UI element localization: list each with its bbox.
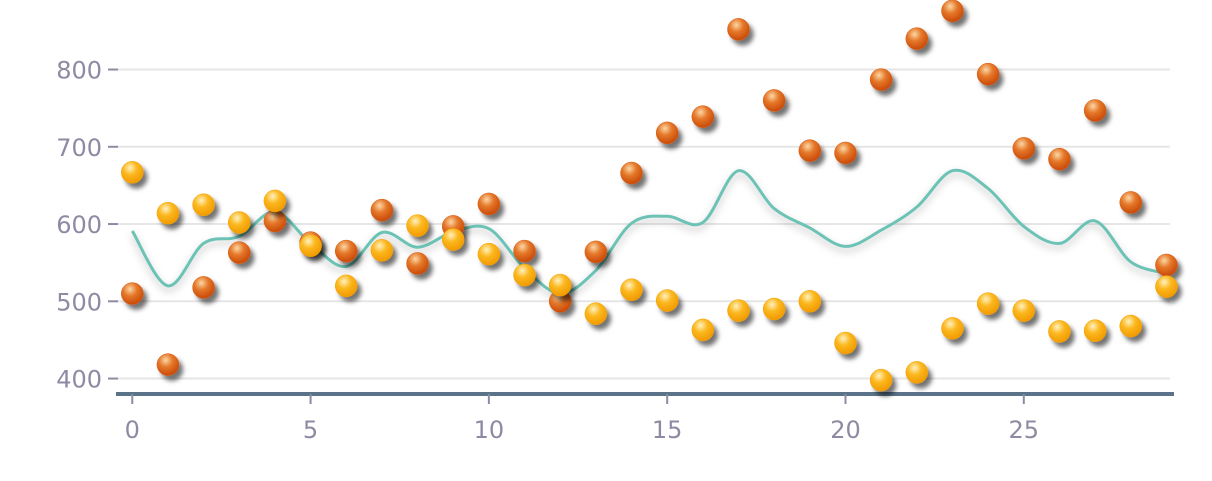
axes: 400 500 600 700 800 0 5 10 15 20 25 (56, 57, 1174, 444)
orange-series-point[interactable] (121, 282, 144, 305)
yellow-series-point[interactable] (192, 193, 215, 216)
yellow-series-point[interactable] (869, 368, 893, 392)
y-tick-label: 800 (56, 57, 102, 85)
orange-series-point[interactable] (762, 89, 786, 112)
y-tick-label: 700 (56, 134, 102, 162)
orange-series-point[interactable] (584, 240, 608, 264)
orange-series-point[interactable] (727, 18, 750, 41)
yellow-series-point[interactable] (691, 318, 715, 342)
yellow-series-point[interactable] (121, 161, 144, 184)
yellow-series-point[interactable] (513, 263, 536, 287)
orange-series-point[interactable] (1012, 137, 1036, 160)
yellow-series-point[interactable] (976, 292, 1000, 315)
yellow-series-point[interactable] (1155, 275, 1178, 298)
orange-series-point[interactable] (406, 252, 429, 275)
orange-series-point[interactable] (334, 239, 358, 263)
yellow-series-point[interactable] (370, 239, 394, 262)
yellow-series-point[interactable] (834, 331, 857, 355)
orange-series-point[interactable] (691, 105, 715, 128)
yellow-series-point[interactable] (1048, 320, 1071, 343)
orange-series-point[interactable] (370, 198, 394, 222)
y-tick-label: 600 (56, 211, 102, 239)
yellow-series-point[interactable] (1083, 319, 1107, 342)
orange-series-point[interactable] (192, 276, 215, 299)
yellow-series-point[interactable] (798, 290, 822, 313)
orange-series-point[interactable] (1048, 147, 1071, 171)
yellow-series-point[interactable] (227, 211, 251, 234)
orange-series-point[interactable] (1155, 253, 1178, 277)
yellow-series-point[interactable] (548, 273, 572, 297)
trend-line (131, 168, 1167, 296)
yellow-series-point[interactable] (905, 361, 929, 384)
orange-series-point[interactable] (513, 239, 536, 263)
yellow-series-point[interactable] (584, 302, 608, 325)
y-tick-label: 400 (56, 366, 102, 394)
yellow-series-point[interactable] (1012, 299, 1036, 322)
orange-series-point[interactable] (798, 139, 822, 162)
yellow-series-point[interactable] (727, 299, 750, 322)
yellow-series-point[interactable] (762, 297, 786, 321)
x-tick-label: 20 (830, 416, 861, 444)
orange-series-point[interactable] (1083, 99, 1107, 122)
orange-series-point[interactable] (976, 62, 1000, 86)
x-tick-label: 15 (652, 416, 683, 444)
yellow-series-point[interactable] (1119, 314, 1143, 338)
orange-series-point[interactable] (263, 209, 287, 233)
yellow-series-point[interactable] (299, 234, 322, 257)
yellow-series-point[interactable] (655, 289, 679, 312)
yellow-series-point[interactable] (334, 274, 358, 298)
orange-series-point[interactable] (620, 161, 643, 185)
yellow-series-point[interactable] (477, 242, 501, 266)
orange-series-point[interactable] (156, 353, 180, 376)
yellow-series-point[interactable] (620, 278, 643, 301)
x-tick-label: 25 (1009, 416, 1040, 444)
yellow-series-point[interactable] (156, 201, 180, 225)
yellow-series-point[interactable] (406, 214, 429, 237)
orange-series-point[interactable] (655, 121, 679, 145)
yellow-series-point[interactable] (263, 189, 287, 213)
orange-series-point[interactable] (1119, 191, 1143, 214)
yellow-series-point[interactable] (941, 317, 964, 340)
orange-series-point[interactable] (869, 68, 893, 91)
series-layer (121, 0, 1178, 392)
orange-series-point[interactable] (941, 0, 964, 23)
orange-series-point[interactable] (834, 141, 857, 165)
orange-series-point[interactable] (905, 27, 929, 50)
x-tick-label: 0 (125, 416, 140, 444)
x-tick-label: 10 (474, 416, 505, 444)
orange-series-point[interactable] (227, 241, 251, 264)
orange-series-point[interactable] (477, 192, 501, 216)
yellow-series-point[interactable] (441, 228, 465, 251)
y-tick-label: 500 (56, 288, 102, 316)
x-tick-label: 5 (303, 416, 318, 444)
